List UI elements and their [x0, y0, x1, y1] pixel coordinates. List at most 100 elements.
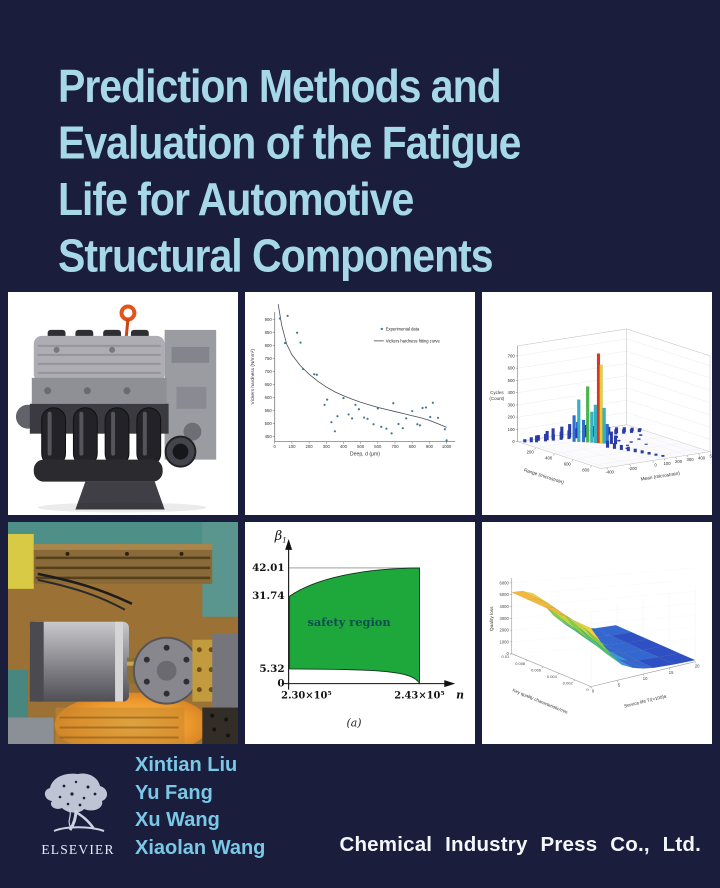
x-tick-label: 1000	[442, 444, 452, 449]
histogram-bar	[543, 433, 548, 442]
histogram-bar	[534, 435, 539, 443]
panel-quality-loss-surface: 0 1000 2000 3000 4000 5000 6000 Quality loss 0.0…	[482, 521, 712, 744]
data-point	[436, 416, 440, 419]
data-point	[401, 427, 404, 430]
histogram-bar	[605, 440, 610, 448]
histogram-bar	[644, 443, 648, 445]
z-axis-label: Cycles	[490, 390, 504, 395]
mean-tick-label: 100	[664, 461, 672, 466]
life-tick-label: 15	[669, 669, 674, 674]
z-tick-label: 6000	[500, 580, 510, 585]
y-axis-label: β1	[274, 528, 287, 544]
histogram-bar	[637, 428, 641, 433]
hardness-scatter-figure: 450 500 550 600 650 700 750 800 850 900 0 100 200 300…	[250, 304, 456, 458]
histogram-bar	[629, 441, 633, 443]
x-tick-label: 0	[274, 444, 277, 449]
histogram-bar	[633, 448, 637, 453]
histogram-bar	[609, 431, 614, 445]
data-point	[380, 425, 383, 428]
data-point	[336, 415, 339, 418]
z-tick-label: 2000	[500, 627, 510, 632]
life-tick-label: 10	[643, 676, 648, 681]
x-tick-label: 500	[357, 444, 365, 449]
histogram-bar	[567, 430, 571, 440]
rig-actuator	[29, 621, 238, 710]
data-point	[411, 409, 414, 413]
test-rig-photo-illustration	[8, 521, 238, 744]
x-tick-label: 400	[340, 444, 348, 449]
y-tick-label: 31.74	[252, 590, 285, 602]
y-tick-label: 600	[265, 395, 273, 400]
rig-frame	[8, 521, 238, 744]
data-point	[421, 406, 424, 410]
mean-tick-label: -200	[628, 466, 637, 471]
data-point	[354, 403, 357, 406]
histogram-bar	[619, 444, 623, 451]
data-point	[366, 417, 369, 420]
data-point	[357, 408, 361, 411]
elsevier-wordmark: ELSEVIER	[41, 842, 115, 857]
data-point	[302, 367, 305, 371]
author-name: Xu Wang	[135, 809, 220, 831]
range-tick-label: 200	[527, 450, 535, 455]
x-tick-label: 200	[306, 444, 314, 449]
histogram-bar	[654, 453, 658, 456]
data-point	[326, 398, 329, 401]
histogram-bar	[617, 439, 621, 442]
data-point	[392, 402, 395, 405]
histogram-bar	[577, 399, 581, 443]
histogram-bar	[605, 423, 609, 444]
kqc-tick-label: 0.01	[502, 654, 510, 659]
surface-quad	[585, 628, 612, 656]
y-tick-label: 0	[277, 677, 284, 689]
engine-photo-illustration	[8, 292, 238, 515]
histogram-bar	[661, 454, 665, 457]
data-point	[323, 403, 326, 406]
tree-texture	[58, 780, 97, 807]
publisher-name: Chemical Industry Press Co., Ltd.	[339, 833, 701, 856]
elsevier-logo: ELSEVIER	[38, 770, 118, 858]
safety-region-figure: 0 5.32 31.74 42.01 2.30×10⁵ 2.43×10⁵ n β1 safety…	[252, 528, 464, 729]
data-point	[385, 427, 388, 430]
y-tick-label: 750	[265, 356, 273, 361]
x-tick-label: 700	[391, 444, 399, 449]
histogram-bar	[529, 437, 533, 443]
data-point	[330, 421, 333, 424]
kqc-axis	[511, 652, 592, 687]
y-tick-label: 700	[265, 369, 273, 374]
x-tick-label: 2.30×10⁵	[281, 690, 332, 701]
data-point	[445, 439, 448, 442]
rig-glow	[54, 692, 210, 744]
z-tick-label: 200	[508, 415, 516, 420]
mean-tick-label: 0	[654, 463, 657, 468]
z-tick-label: 3000	[500, 615, 510, 620]
life-tick-label: 20	[695, 663, 700, 668]
legend-label: Vickers hardness fitting curve	[386, 338, 441, 343]
author-name: Yu Fang	[135, 781, 213, 804]
y-axis-arrow	[285, 538, 293, 550]
kqc-tick-label: 0.008	[515, 660, 526, 665]
data-point	[390, 432, 393, 435]
histogram-bar	[523, 439, 527, 443]
z-tick-label: 1000	[500, 639, 510, 644]
surface-quad	[575, 620, 602, 643]
z-tick-label: 4000	[500, 603, 510, 608]
book-title: Prediction Methods and Evaluation of the…	[58, 58, 521, 284]
kqc-tick-label: 0	[586, 687, 589, 692]
data-point	[429, 415, 432, 419]
histogram-bar	[572, 415, 576, 442]
histogram-bar	[614, 429, 618, 435]
elsevier-tree-icon	[44, 773, 108, 832]
x-tick-label: 2.43×10⁵	[394, 690, 445, 701]
data-point	[315, 373, 318, 376]
y-axis-label: Vickers hardness (N/mm²)	[250, 349, 256, 405]
histogram-bar	[559, 431, 563, 440]
mean-axis-label: Mean (microstrain)	[640, 471, 680, 483]
y-tick-label: 450	[265, 434, 273, 439]
kqc-tick-label: 0.002	[563, 680, 573, 685]
author-list: Xintian Liu Yu Fang Xu Wang Xiaolan Wang	[135, 752, 265, 862]
mean-tick-label: -400	[605, 470, 614, 475]
data-point	[424, 406, 428, 409]
